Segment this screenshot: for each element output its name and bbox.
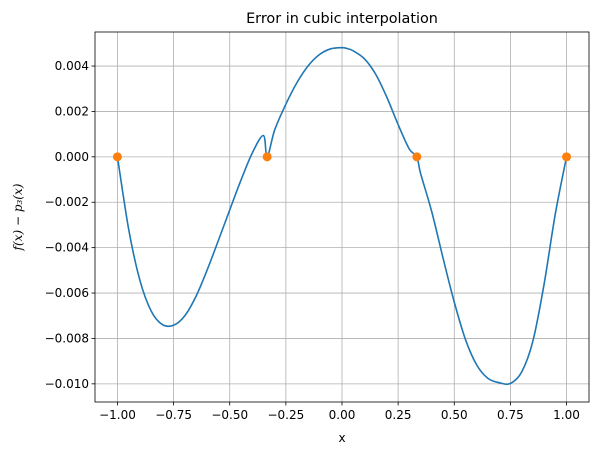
x-tick-label: 0.00 (329, 408, 356, 422)
y-tick-label: −0.008 (45, 331, 89, 345)
x-tick-label: −0.50 (211, 408, 248, 422)
error-curve (116, 46, 568, 385)
y-axis-label: f(x) − p₃(x) (11, 183, 25, 251)
ticks: −1.00 −0.75 −0.50 −0.25 0.00 0.25 0.50 0.75 1.00… (45, 59, 580, 422)
interpolation-node-point (562, 152, 572, 162)
y-tick-label: −0.004 (45, 241, 89, 255)
x-tick-label: −1.00 (99, 408, 136, 422)
x-tick-label: 0.25 (385, 408, 412, 422)
x-tick-label: 1.00 (553, 408, 580, 422)
x-tick-label: −0.25 (267, 408, 304, 422)
y-tick-label: −0.002 (45, 195, 89, 209)
x-tick-label: 0.50 (441, 408, 468, 422)
x-tick-label: −0.75 (155, 408, 192, 422)
grid (95, 32, 589, 402)
series-layer (112, 46, 572, 385)
y-tick-label: −0.006 (45, 286, 89, 300)
y-tick-label: −0.010 (45, 377, 89, 391)
x-axis-label: x (338, 431, 345, 445)
y-tick-label: 0.004 (55, 59, 89, 73)
interpolation-node-point (112, 152, 122, 162)
interpolation-node-point (262, 152, 272, 162)
y-tick-label: 0.002 (55, 104, 89, 118)
chart-title: Error in cubic interpolation (246, 11, 438, 27)
y-tick-label: 0.000 (55, 150, 89, 164)
interpolation-node-point (412, 152, 422, 162)
x-tick-label: 0.75 (497, 408, 524, 422)
